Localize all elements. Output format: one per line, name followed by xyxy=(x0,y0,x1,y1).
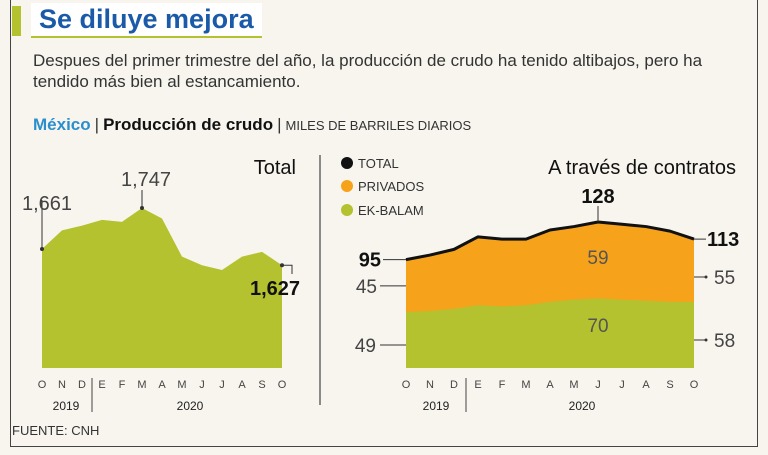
x-tick-label: S xyxy=(258,379,265,391)
chart-header: México | Producción de crudo | MILES DE BARR… xyxy=(33,115,471,135)
x-tick-label: A xyxy=(546,379,554,391)
total-line-series xyxy=(405,220,695,262)
peak-value-label: 1,747 xyxy=(121,169,171,191)
year-label-2019: 2019 xyxy=(53,399,80,413)
peak-value-dot xyxy=(140,206,144,210)
header-separator: | xyxy=(94,115,100,134)
header-separator-2: | xyxy=(277,115,282,134)
x-tick-label: E xyxy=(98,379,105,391)
x-tick-label: M xyxy=(177,379,186,391)
x-tick-label: N xyxy=(426,379,434,391)
left-chart-title: Total xyxy=(254,157,296,179)
title-box: Se diluye mejora xyxy=(31,3,262,38)
right-chart-title: A través de contratos xyxy=(548,157,736,179)
last-value-leader xyxy=(282,264,293,274)
legend-total-swatch xyxy=(341,157,353,169)
legend-ekbalam-label: EK-BALAM xyxy=(358,203,424,218)
country-label: México xyxy=(33,115,91,134)
ekbalam-mid-label: 70 xyxy=(587,316,608,337)
x-tick-label: M xyxy=(569,379,578,391)
title-accent-bar xyxy=(12,6,21,36)
legend-privados-swatch xyxy=(341,180,353,192)
x-tick-label: O xyxy=(38,379,47,391)
x-tick-label: F xyxy=(119,379,126,391)
x-tick-label: O xyxy=(402,379,411,391)
legend-privados-label: PRIVADOS xyxy=(358,179,425,194)
x-tick-label: J xyxy=(619,379,625,391)
ekbalam-last-label: 58 xyxy=(714,331,735,352)
subtitle: Despues del primer trimestre del año, la… xyxy=(33,51,703,91)
x-tick-label: J xyxy=(219,379,225,391)
total-peak-label: 128 xyxy=(581,186,614,208)
ekbalam-last-dot xyxy=(704,338,708,342)
privados-last-dot xyxy=(704,275,708,279)
total-last-label: 113 xyxy=(707,229,739,251)
privados-mid-label: 59 xyxy=(587,248,608,269)
units-label: MILES DE BARRILES DIARIOS xyxy=(285,118,472,133)
x-tick-label: S xyxy=(666,379,673,391)
total-first-label: 95 xyxy=(359,250,381,272)
page-title: Se diluye mejora xyxy=(39,4,254,34)
chart-main-title: Producción de crudo xyxy=(103,115,274,134)
x-tick-label: D xyxy=(450,379,458,391)
x-tick-label: A xyxy=(158,379,166,391)
x-tick-label: M xyxy=(521,379,530,391)
x-tick-label: N xyxy=(58,379,66,391)
x-tick-label: A xyxy=(642,379,650,391)
x-tick-label: E xyxy=(474,379,481,391)
x-tick-label: J xyxy=(595,379,601,391)
privados-last-label: 55 xyxy=(714,268,735,289)
first-value-label: 1,661 xyxy=(22,193,72,215)
year-label-2020: 2020 xyxy=(177,399,204,413)
privados-first-label: 45 xyxy=(356,277,377,298)
ekbalam-area-series xyxy=(406,298,694,368)
x-tick-label: F xyxy=(499,379,506,391)
last-value-label: 1,627 xyxy=(250,278,300,300)
legend-total-label: TOTAL xyxy=(358,156,399,171)
year-label-2020: 2020 xyxy=(569,399,596,413)
last-value-dot xyxy=(280,263,284,268)
x-tick-label: O xyxy=(278,379,287,391)
x-tick-label: D xyxy=(78,379,86,391)
legend-ekbalam-swatch xyxy=(341,204,353,216)
x-tick-label: A xyxy=(238,379,246,391)
infographic-frame xyxy=(10,0,758,447)
source-note: FUENTE: CNH xyxy=(12,423,100,438)
x-tick-label: M xyxy=(137,379,146,391)
ekbalam-first-label: 49 xyxy=(355,336,376,357)
year-label-2019: 2019 xyxy=(423,399,450,413)
x-tick-label: J xyxy=(199,379,205,391)
x-tick-label: O xyxy=(690,379,699,391)
first-value-dot xyxy=(40,247,44,251)
total-area-series xyxy=(42,208,282,368)
